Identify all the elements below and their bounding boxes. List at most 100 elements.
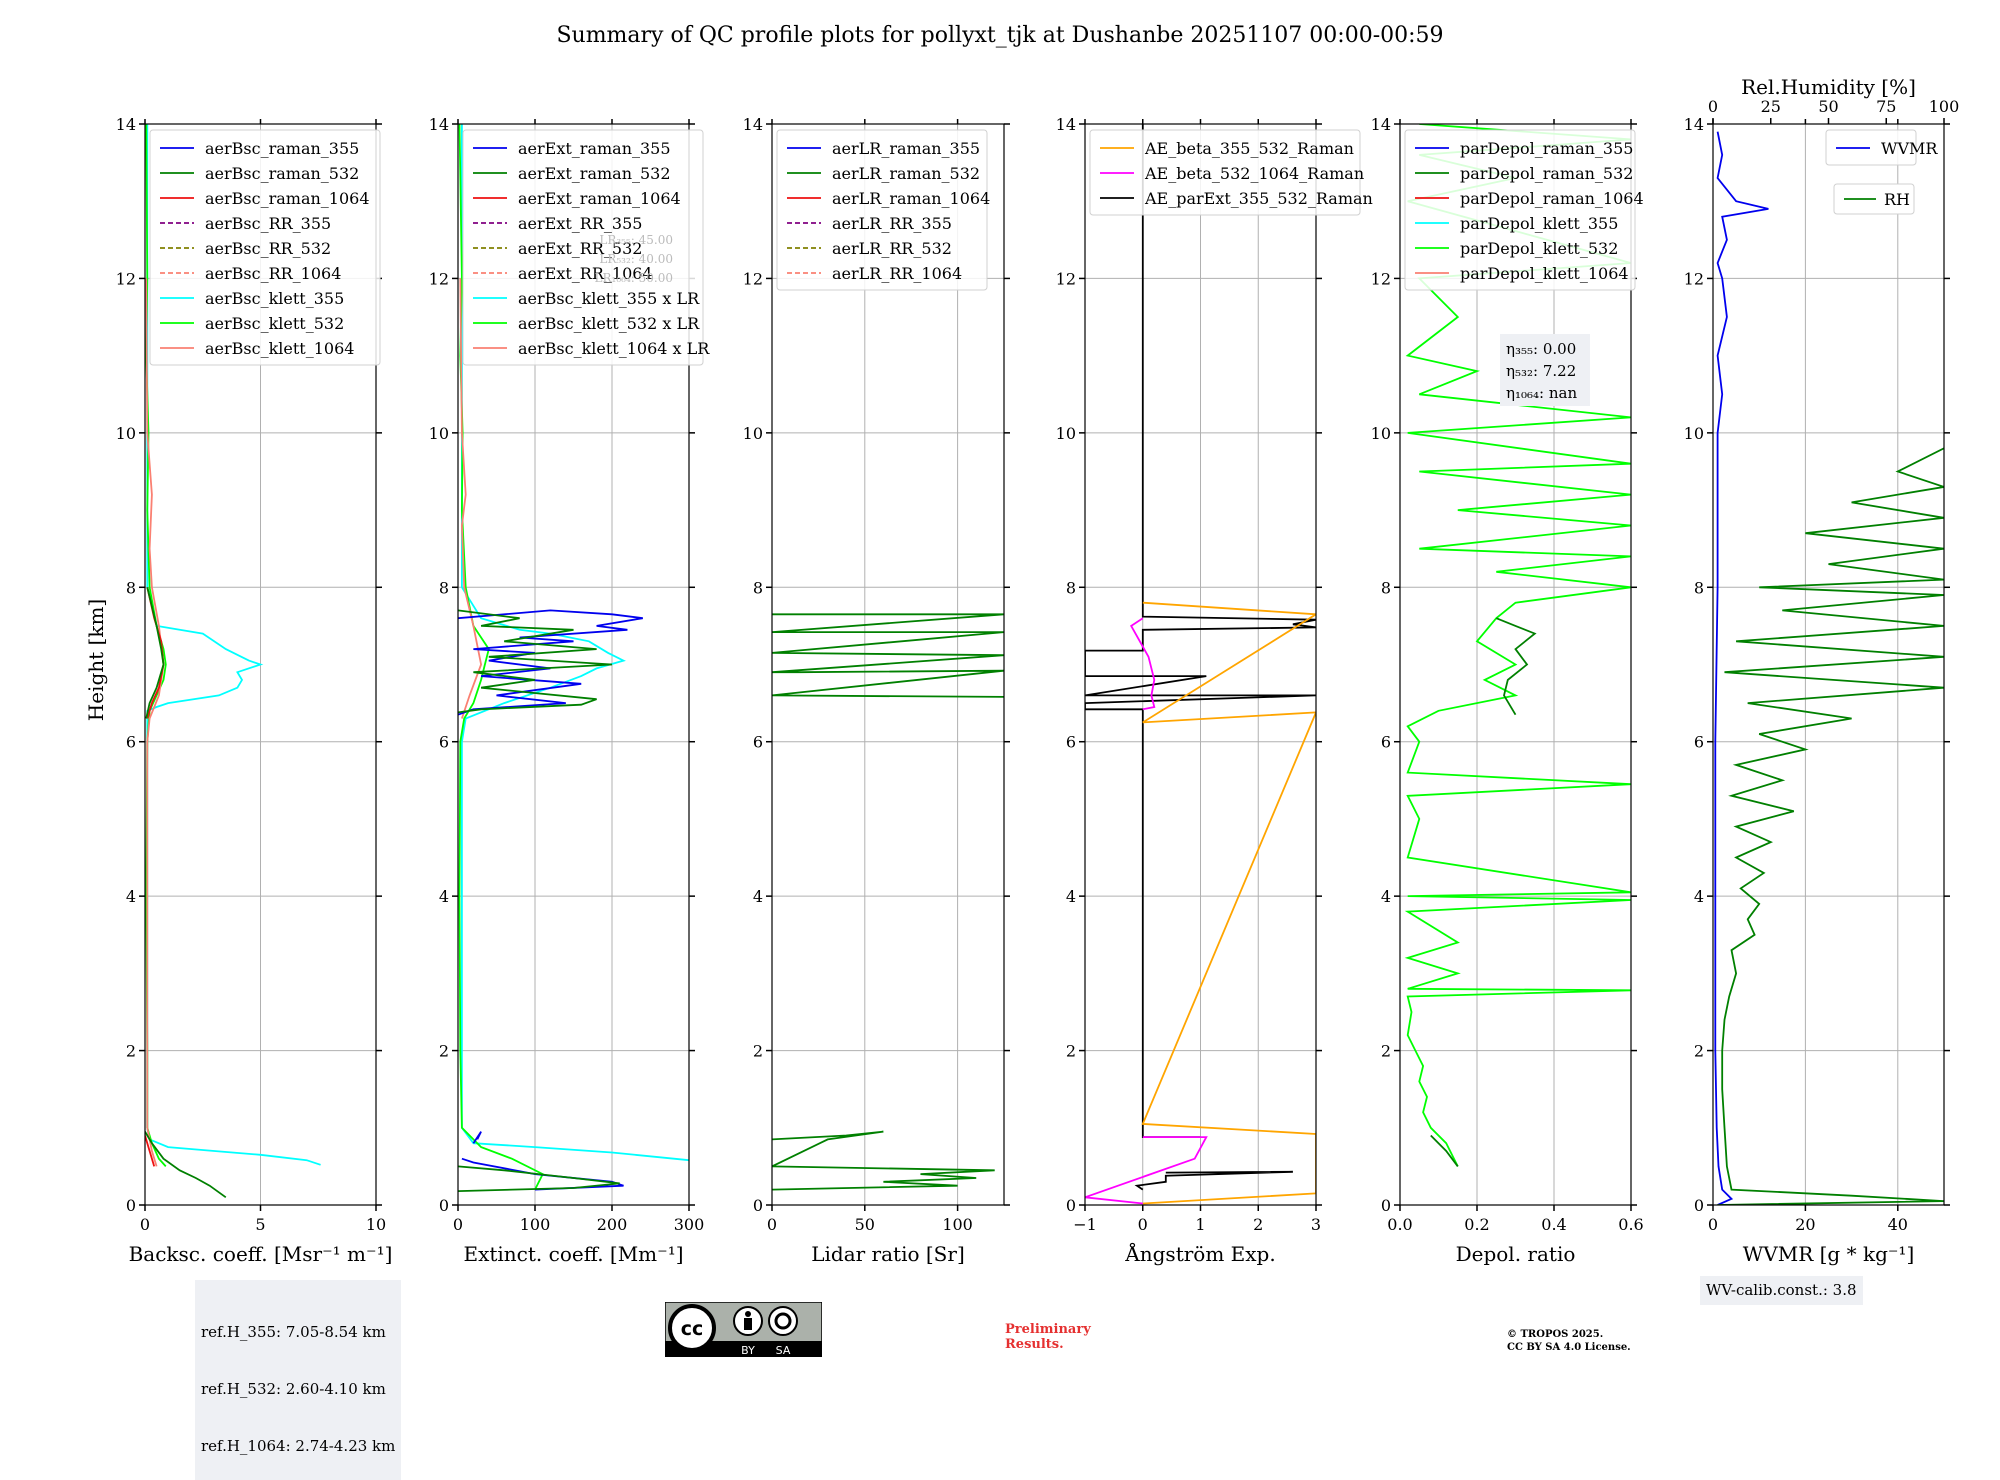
legend-frame bbox=[1404, 129, 1636, 291]
x-tick-label: 100 bbox=[520, 1215, 551, 1234]
y-tick-label: 6 bbox=[753, 733, 763, 752]
y-tick-label: 0 bbox=[1381, 1196, 1391, 1215]
y-tick-label: 6 bbox=[1066, 733, 1076, 752]
panel-5: 0.0 0.2 0.4 0.6 0 2 4 6 8 10 12 14 Depol. ratio parDe… bbox=[1371, 115, 1644, 1266]
figure-title: Summary of QC profile plots for pollyxt_… bbox=[556, 23, 1443, 48]
x-tick-label: 0.0 bbox=[1387, 1215, 1412, 1234]
series-line-aerExt_raman_532 bbox=[458, 609, 613, 714]
x-tick-label: 40 bbox=[1888, 1215, 1908, 1234]
cc-icon bbox=[668, 1304, 716, 1352]
legend-label: AE_beta_355_532_Raman bbox=[1144, 139, 1354, 158]
y-tick-label: 12 bbox=[1371, 269, 1391, 288]
y-tick-label: 6 bbox=[1381, 733, 1391, 752]
y-tick-label: 8 bbox=[1694, 578, 1704, 597]
y-tick-label: 4 bbox=[1694, 887, 1704, 906]
y-tick-label: 10 bbox=[1684, 424, 1704, 443]
x2-tick-label: 75 bbox=[1876, 97, 1896, 116]
by-icon-head bbox=[745, 1311, 751, 1317]
y-tick-label: 12 bbox=[1684, 269, 1704, 288]
legend-label: aerBsc_RR_355 bbox=[205, 214, 331, 233]
legend-label: parDepol_raman_355 bbox=[1460, 139, 1633, 158]
eta-label: η₅₃₂: 7.22 bbox=[1506, 362, 1576, 380]
series-group bbox=[458, 124, 689, 1192]
series-group bbox=[145, 124, 321, 1199]
series-line-WVMR bbox=[1714, 131, 1769, 1205]
lr-label: LR₁₀₆₄: 50.00 bbox=[595, 271, 673, 285]
axes-frame bbox=[1399, 123, 1632, 1206]
y-tick-label: 14 bbox=[1684, 115, 1704, 134]
y-tick-label: 0 bbox=[1066, 1196, 1076, 1215]
y-tick-label: 12 bbox=[1056, 269, 1076, 288]
series-line-aerLR_raman_532 bbox=[772, 613, 1004, 698]
series-line-AE_parExt_low bbox=[1134, 1170, 1293, 1191]
x-tick-label: 0.2 bbox=[1464, 1215, 1489, 1234]
legend: parDepol_raman_355 parDepol_raman_532 parD… bbox=[1404, 129, 1644, 291]
legend-frame bbox=[776, 129, 988, 291]
legend-label: aerBsc_raman_532 bbox=[205, 164, 359, 183]
series-line-aerBsc_klett_355 bbox=[146, 124, 321, 1166]
legend-frame bbox=[462, 129, 704, 366]
series-line-AE_beta_355_532_Raman bbox=[1141, 601, 1316, 1205]
x-axis-label: Lidar ratio [Sr] bbox=[811, 1242, 965, 1266]
y-tick-label: 8 bbox=[439, 578, 449, 597]
x-tick-label: 0 bbox=[453, 1215, 463, 1234]
legend-label: parDepol_klett_1064 bbox=[1460, 264, 1629, 283]
y-tick-label: 14 bbox=[1371, 115, 1391, 134]
x-tick-label: 20 bbox=[1795, 1215, 1815, 1234]
x-tick-label: 0.6 bbox=[1618, 1215, 1643, 1234]
y-axis-label: Height [km] bbox=[84, 599, 108, 721]
lr-label: LR₅₃₂: 40.00 bbox=[599, 252, 673, 266]
x-tick-label: 100 bbox=[942, 1215, 973, 1234]
series-group bbox=[772, 613, 1004, 1191]
legend: aerLR_raman_355 aerLR_raman_532 aerLR_rama… bbox=[776, 129, 990, 291]
y-tick-label: 4 bbox=[439, 887, 449, 906]
y-tick-label: 14 bbox=[429, 115, 449, 134]
y-tick-label: 12 bbox=[743, 269, 763, 288]
series-line-AE_beta_532_1064_Raman bbox=[1130, 617, 1156, 711]
y-tick-label: 12 bbox=[429, 269, 449, 288]
legend-label: aerLR_raman_355 bbox=[832, 139, 980, 158]
axes-frame bbox=[771, 123, 1005, 1206]
figure: Summary of QC profile plots for pollyxt_… bbox=[84, 23, 1960, 1266]
legend-label: aerBsc_raman_355 bbox=[205, 139, 359, 158]
legend-label: aerLR_raman_532 bbox=[832, 164, 980, 183]
series-line-AE_beta_532_1064_low bbox=[1085, 1136, 1208, 1205]
x-tick-label: 0 bbox=[1708, 1215, 1718, 1234]
x-tick-label: 2 bbox=[1253, 1215, 1263, 1234]
legend-label: aerBsc_RR_1064 bbox=[205, 264, 341, 283]
y-tick-label: 14 bbox=[1056, 115, 1076, 134]
legend: aerExt_raman_355 aerExt_raman_532 aerExt_r… bbox=[462, 129, 710, 366]
y-tick-label: 8 bbox=[1381, 578, 1391, 597]
x2-axis-label: Rel.Humidity [%] bbox=[1741, 75, 1916, 99]
series-line-parDepol_klett_532 bbox=[1404, 124, 1631, 1167]
panel-2: 0 100 200 300 0 2 4 6 8 10 12 14 Extinct. coeff. [Mm… bbox=[429, 115, 711, 1266]
series-line-AE_parExt_355_532_Raman bbox=[1085, 124, 1316, 1138]
y-tick-label: 0 bbox=[439, 1196, 449, 1215]
panel-1: 0 5 10 0 2 4 6 8 10 12 14 Backsc. coeff. [Msr⁻¹ m⁻¹… bbox=[116, 115, 393, 1266]
legend-frame bbox=[149, 129, 381, 366]
preliminary-line-2: Results. bbox=[1005, 1337, 1064, 1352]
y-tick-label: 8 bbox=[126, 578, 136, 597]
legend-frame bbox=[1825, 129, 1917, 166]
legend2-label: RH bbox=[1884, 190, 1910, 209]
x-tick-label: −1 bbox=[1073, 1215, 1097, 1234]
cc-by-sa-logo[interactable]: cc BY SA bbox=[665, 1302, 822, 1357]
legend-label: aerBsc_klett_355 bbox=[205, 289, 344, 308]
y-tick-label: 2 bbox=[439, 1042, 449, 1061]
legend-label: aerLR_RR_532 bbox=[832, 239, 952, 258]
y-tick-label: 10 bbox=[1056, 424, 1076, 443]
legend-label: aerLR_RR_1064 bbox=[832, 264, 962, 283]
legend-label: aerLR_RR_355 bbox=[832, 214, 952, 233]
y-tick-label: 8 bbox=[753, 578, 763, 597]
y-tick-label: 14 bbox=[743, 115, 763, 134]
legend-label: aerLR_raman_1064 bbox=[832, 189, 990, 208]
legend: aerBsc_raman_355 aerBsc_raman_532 aerBsc_r… bbox=[149, 129, 381, 366]
x-tick-label: 5 bbox=[255, 1215, 265, 1234]
series-line-aerBsc_klett_1064 bbox=[145, 278, 165, 1167]
series-group bbox=[1085, 124, 1316, 1205]
panel-3: 0 50 100 0 2 4 6 8 10 12 14 Lidar ratio [Sr] aerLR_r… bbox=[743, 115, 1010, 1266]
ref-height-box: ref.H_355: 7.05-8.54 km ref.H_532: 2.60-… bbox=[195, 1280, 402, 1480]
y-tick-label: 0 bbox=[753, 1196, 763, 1215]
